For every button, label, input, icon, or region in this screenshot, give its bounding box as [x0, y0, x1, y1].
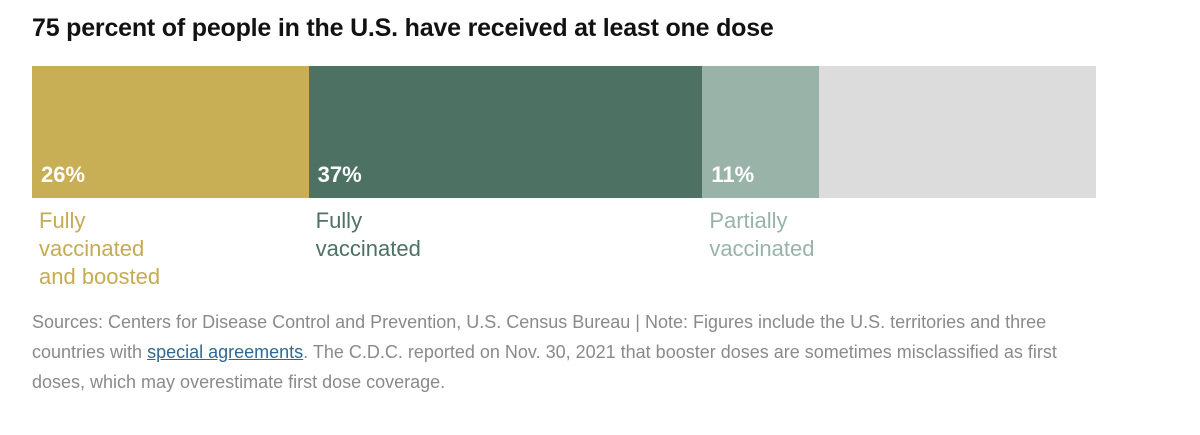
segment-category-label: Fully vaccinated — [315, 208, 421, 261]
segment-value-label: 37% — [317, 162, 362, 187]
special-agreements-link[interactable]: special agreements — [147, 342, 304, 362]
segment-category-label: Fully vaccinated and boosted — [39, 208, 161, 289]
source-prefix: Sources: Centers for Disease Control and… — [32, 312, 1047, 362]
bar-segment: 26% — [32, 66, 309, 198]
segment-value-label: 11% — [711, 162, 755, 187]
segment-value-label: 26% — [41, 162, 86, 187]
segment-category-label: Partially vaccinated — [709, 208, 815, 261]
bar-segment: 11% — [702, 66, 820, 198]
source-note: Sources: Centers for Disease Control and… — [32, 307, 1112, 397]
stacked-bar: 26% 37% 11% — [32, 66, 1096, 198]
chart-title: 75 percent of people in the U.S. have re… — [32, 14, 774, 42]
source-suffix: . The C.D.C. reported on Nov. 30, 2021 t… — [32, 342, 1057, 392]
bar-segment: 37% — [308, 66, 703, 198]
